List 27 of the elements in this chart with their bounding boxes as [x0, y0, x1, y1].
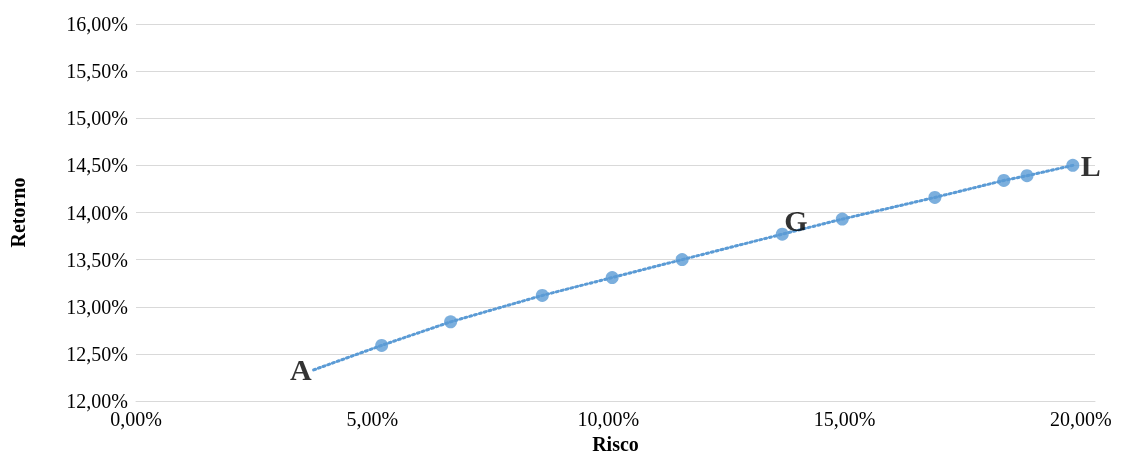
- annotation: A: [289, 353, 312, 387]
- y-tick-label: 13,00%: [66, 295, 128, 318]
- point: [1020, 169, 1034, 183]
- x-tick-label: 20,00%: [1049, 408, 1112, 430]
- point: [375, 338, 389, 352]
- y-axis-title: Retorno: [7, 177, 29, 248]
- annotation: G: [784, 203, 808, 237]
- point: [444, 315, 458, 329]
- x-axis-title: Risco: [592, 432, 639, 455]
- point: [675, 253, 689, 267]
- y-tick-label: 15,00%: [66, 107, 128, 130]
- y-tick-label: 14,00%: [66, 201, 128, 224]
- point: [535, 288, 549, 302]
- y-tick-label: 15,50%: [66, 60, 128, 83]
- y-tick-label: 16,00%: [66, 13, 128, 35]
- y-tick-label: 13,50%: [66, 248, 128, 271]
- x-tick-label: 15,00%: [813, 408, 876, 430]
- point: [997, 173, 1011, 187]
- annotation: L: [1080, 148, 1101, 182]
- x-tick-label: 10,00%: [577, 408, 640, 430]
- point: [835, 212, 849, 226]
- point: [605, 271, 619, 285]
- point: [928, 190, 942, 204]
- y-tick-label: 14,50%: [66, 154, 128, 177]
- x-tick-label: 5,00%: [346, 408, 399, 430]
- y-tick-label: 12,50%: [66, 342, 128, 365]
- point: [1066, 158, 1080, 172]
